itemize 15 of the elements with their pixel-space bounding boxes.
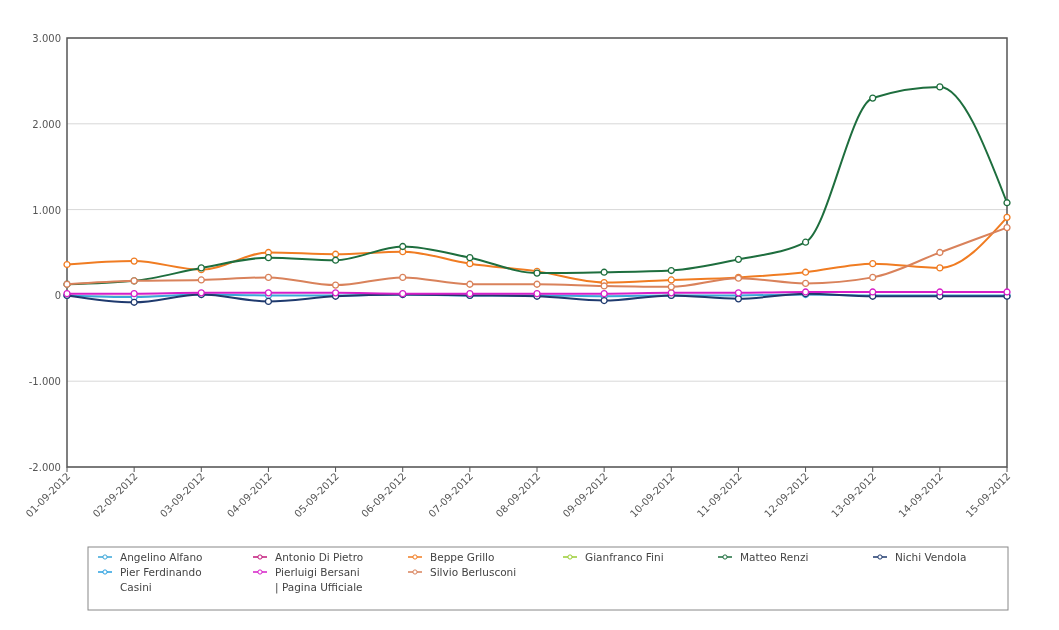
legend-label: Pierluigi Bersani | Pagina Ufficiale (275, 566, 363, 594)
legend-label: Gianfranco Fini (585, 551, 664, 563)
y-tick-label: 2.000 (32, 118, 61, 130)
y-tick-label: 1.000 (32, 204, 61, 216)
legend-label: Silvio Berlusconi (430, 566, 517, 578)
y-tick-label: 0 (54, 290, 61, 302)
legend-label: Nichi Vendola (895, 551, 967, 563)
legend-label: Angelino Alfano (120, 551, 203, 563)
legend-label: Beppe Grillo (430, 551, 495, 563)
legend-label: Antonio Di Pietro (275, 551, 364, 563)
y-tick-label: -2.000 (28, 462, 61, 473)
legend-label: Matteo Renzi (740, 551, 809, 563)
legend-label: Pier Ferdinando Casini (120, 566, 202, 593)
y-tick-label: 3.000 (32, 33, 61, 44)
y-tick-label: -1.000 (28, 376, 61, 388)
